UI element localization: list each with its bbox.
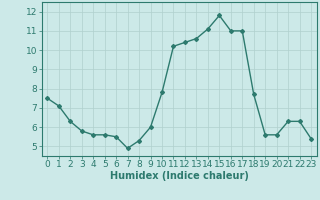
X-axis label: Humidex (Indice chaleur): Humidex (Indice chaleur): [110, 171, 249, 181]
